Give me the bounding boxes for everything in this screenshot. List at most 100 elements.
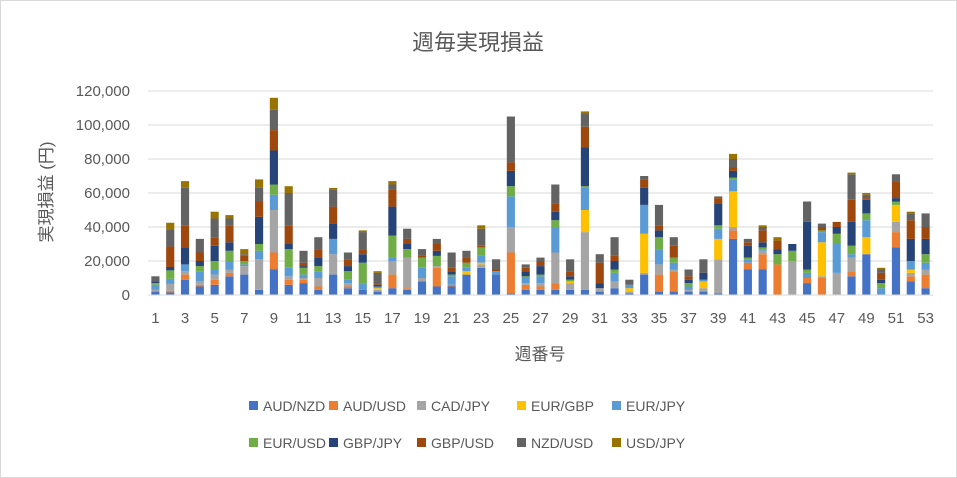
x-tick-label: 19	[414, 310, 431, 327]
bar-segment	[817, 276, 826, 278]
bars	[151, 97, 930, 295]
bar-segment	[151, 283, 160, 285]
bar-segment	[166, 270, 175, 279]
bar-segment	[225, 242, 234, 251]
bar-segment	[921, 288, 930, 295]
bar-segment	[906, 238, 915, 261]
bar-segment	[906, 276, 915, 282]
bar-segment	[358, 254, 367, 263]
bar-segment	[906, 281, 915, 295]
bar-segment	[817, 242, 826, 277]
bar-segment	[625, 293, 634, 295]
bar-segment	[640, 233, 649, 273]
bar-segment	[417, 255, 427, 258]
x-tick-label: 25	[503, 310, 520, 327]
bar-segment	[699, 259, 708, 273]
bar-segment	[684, 291, 693, 295]
bar-segment	[403, 228, 412, 239]
bar-segment	[477, 245, 486, 248]
bar-segment	[640, 274, 649, 295]
bar-segment	[580, 113, 590, 127]
bar-segment	[551, 227, 560, 253]
bar-segment	[877, 283, 886, 289]
bar-segment	[314, 289, 323, 295]
bar-segment	[610, 281, 619, 289]
bar-segment	[669, 291, 678, 295]
bar-segment	[699, 279, 708, 282]
bar-segment	[773, 254, 782, 265]
bar-segment	[595, 262, 604, 284]
bar-segment	[862, 199, 871, 214]
bar-segment	[477, 255, 486, 263]
bar-segment	[373, 271, 382, 273]
bar-segment	[758, 249, 767, 251]
bar-segment	[862, 254, 871, 295]
bar-segment	[654, 249, 664, 265]
bar-segment	[447, 276, 456, 285]
bar-segment	[166, 290, 175, 293]
bar-segment	[180, 225, 190, 248]
bar-segment	[610, 272, 619, 282]
bar-segment	[640, 176, 649, 180]
bar-segment	[521, 267, 530, 272]
bar-segment	[195, 281, 204, 285]
bar-segment	[684, 269, 693, 277]
bar-segment	[151, 289, 160, 292]
bar-segment	[803, 278, 812, 284]
bar-segment	[462, 267, 471, 272]
bar-segment	[447, 284, 456, 287]
x-tick-label: 21	[443, 310, 460, 327]
bar-segment	[299, 283, 308, 295]
bar-segment	[343, 271, 353, 280]
bar-segment	[284, 225, 293, 244]
legend-label: AUD/USD	[343, 398, 406, 414]
bar-segment	[773, 240, 782, 250]
bar-segment	[877, 267, 886, 270]
bar-segment	[299, 262, 308, 267]
bar-segment	[195, 261, 204, 267]
bar-segment	[417, 278, 427, 282]
bar-segment	[773, 237, 782, 241]
legend-swatch	[329, 438, 338, 447]
bar-segment	[166, 283, 175, 291]
bar-segment	[758, 250, 767, 255]
bar-segment	[891, 232, 901, 248]
legend-swatch	[612, 401, 621, 410]
bar-segment	[891, 201, 901, 205]
bar-segment	[891, 221, 901, 233]
bar-segment	[610, 255, 619, 261]
bar-segment	[891, 204, 901, 222]
bar-segment	[210, 269, 219, 275]
bar-segment	[788, 261, 797, 295]
legend-label: AUD/NZD	[263, 398, 325, 414]
bar-segment	[403, 288, 412, 290]
bar-segment	[240, 249, 249, 255]
x-tick-label: 27	[532, 310, 549, 327]
bar-segment	[314, 237, 323, 250]
bar-segment	[536, 283, 545, 287]
x-tick-label: 39	[710, 310, 727, 327]
bar-segment	[358, 283, 367, 290]
bar-segment	[580, 126, 590, 148]
bar-segment	[832, 244, 841, 273]
x-tick-label: 37	[680, 310, 697, 327]
bar-segment	[299, 266, 308, 268]
bar-segment	[506, 252, 515, 294]
bar-segment	[151, 276, 160, 282]
bar-segment	[210, 279, 219, 285]
bar-segment	[595, 283, 604, 289]
bar-segment	[373, 289, 382, 292]
bar-segment	[373, 272, 382, 284]
bar-segment	[803, 221, 812, 270]
bar-segment	[654, 230, 664, 238]
bar-segment	[728, 153, 738, 159]
bar-segment	[506, 186, 515, 197]
bar-segment	[610, 261, 619, 270]
bar-segment	[803, 272, 812, 278]
legend-label: CAD/JPY	[431, 398, 491, 414]
bar-segment	[891, 181, 901, 199]
x-tick-label: 5	[210, 310, 218, 327]
bar-segment	[447, 286, 456, 295]
x-tick-label: 45	[799, 310, 816, 327]
bar-segment	[832, 233, 841, 244]
